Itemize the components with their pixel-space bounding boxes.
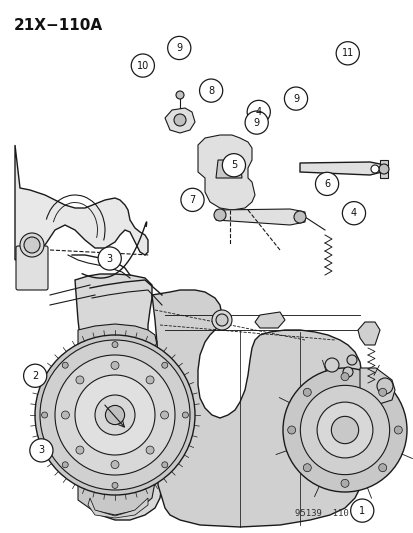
Polygon shape [299,162,384,175]
Circle shape [161,462,167,468]
Circle shape [340,373,348,381]
Polygon shape [197,135,254,210]
Circle shape [293,211,305,223]
Polygon shape [359,368,394,405]
Circle shape [35,335,195,495]
Circle shape [76,446,84,454]
Circle shape [146,446,154,454]
Text: 7: 7 [189,195,195,205]
Circle shape [75,375,154,455]
Text: 10: 10 [136,61,149,70]
Circle shape [167,36,190,60]
Circle shape [342,201,365,225]
Circle shape [173,114,185,126]
Text: 6: 6 [323,179,329,189]
Circle shape [284,87,307,110]
Circle shape [346,355,356,365]
Circle shape [161,362,167,368]
Polygon shape [216,209,304,225]
Circle shape [335,42,358,65]
Circle shape [24,364,47,387]
Circle shape [247,100,270,124]
Circle shape [76,376,84,384]
Polygon shape [152,290,361,527]
Circle shape [303,464,311,472]
Circle shape [340,479,348,487]
Text: 9: 9 [176,43,182,53]
Circle shape [393,426,401,434]
Circle shape [214,209,225,221]
Polygon shape [379,160,387,178]
Circle shape [61,411,69,419]
Text: 1: 1 [358,506,364,515]
Circle shape [111,361,119,369]
Circle shape [303,389,311,397]
Text: 8: 8 [208,86,214,95]
Polygon shape [75,274,161,520]
Circle shape [378,164,388,174]
Text: 4: 4 [350,208,356,218]
Circle shape [30,439,53,462]
Circle shape [105,406,124,425]
Circle shape [370,165,378,173]
Polygon shape [15,145,147,260]
Polygon shape [165,108,195,133]
Circle shape [146,376,154,384]
Polygon shape [357,322,379,345]
FancyBboxPatch shape [16,246,48,290]
Circle shape [112,342,118,348]
Text: 2: 2 [32,371,38,381]
Circle shape [180,188,204,212]
Text: 21X−110A: 21X−110A [14,18,103,33]
Circle shape [40,340,190,490]
Text: 3: 3 [38,446,44,455]
Circle shape [98,247,121,270]
Circle shape [24,237,40,253]
Circle shape [131,54,154,77]
Polygon shape [254,312,284,328]
Polygon shape [78,324,158,515]
Text: 5: 5 [230,160,237,170]
Circle shape [55,355,175,475]
Circle shape [95,395,135,435]
Text: 4: 4 [255,107,261,117]
Circle shape [350,499,373,522]
Circle shape [20,233,44,257]
Circle shape [378,464,386,472]
Text: 95139  110: 95139 110 [294,509,348,518]
Circle shape [315,172,338,196]
Circle shape [316,402,372,458]
Polygon shape [88,498,147,518]
Polygon shape [216,160,242,178]
Circle shape [222,154,245,177]
Circle shape [182,412,188,418]
Circle shape [378,389,386,397]
Text: 9: 9 [292,94,298,103]
Circle shape [176,91,183,99]
Circle shape [300,385,389,475]
Circle shape [282,368,406,492]
Circle shape [160,411,168,419]
Circle shape [330,416,358,443]
Circle shape [376,378,392,394]
Circle shape [324,358,338,372]
Circle shape [216,314,228,326]
Circle shape [112,482,118,488]
Circle shape [287,426,295,434]
Circle shape [199,79,222,102]
Circle shape [244,111,268,134]
Circle shape [342,367,352,377]
Text: 9: 9 [253,118,259,127]
Circle shape [211,310,231,330]
Circle shape [62,362,68,368]
Text: 3: 3 [107,254,112,263]
Circle shape [62,462,68,468]
Text: 11: 11 [341,49,353,58]
Circle shape [41,412,47,418]
Circle shape [111,461,119,469]
